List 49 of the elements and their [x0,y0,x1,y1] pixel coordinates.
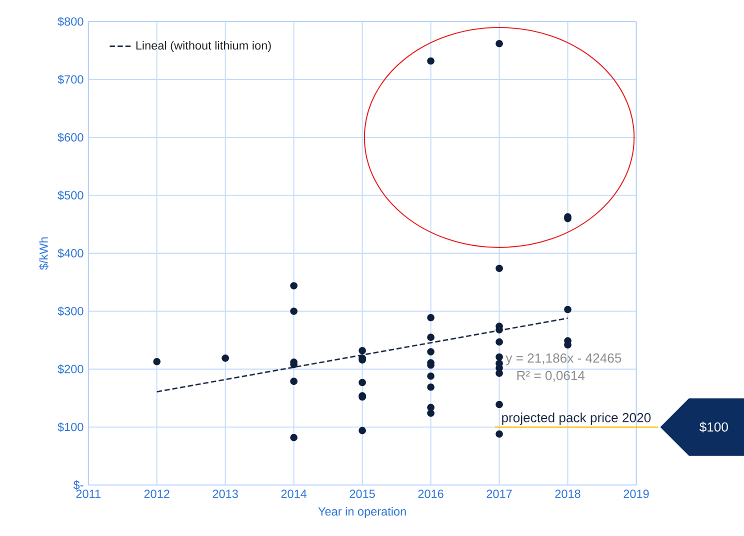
point [496,400,503,408]
x-tick-label: 2018 [555,490,580,498]
point [290,308,298,315]
point [496,40,503,48]
point [427,372,434,380]
x-tick-label: 2013 [212,490,238,498]
y-tick-label: $800 [58,16,84,26]
annotation: R² = 0,0614 [517,370,585,382]
y-tick-label: $500 [58,190,84,200]
point [427,409,434,417]
y-tick-label: $- [73,480,84,490]
y-tick-label: $700 [58,74,84,84]
point [290,282,298,290]
annotation: y = 21,186x - 42465 [506,353,622,366]
y-tick-label: $300 [58,306,84,316]
x-axis-title: Year in operation [318,506,406,518]
x-tick-label: 2019 [624,490,649,498]
text: $100 [699,422,728,432]
y-axis-title: $/kWh [39,237,49,270]
y-tick-label: $100 [58,422,84,432]
x-tick-label: 2012 [144,490,170,498]
point [358,426,366,434]
point [222,354,230,362]
point [358,378,366,386]
point [427,383,434,391]
point [153,358,161,366]
y-tick-label: $400 [58,248,84,258]
point [496,370,503,377]
point [290,434,298,442]
point [290,378,298,385]
x-tick-label: 2017 [486,490,512,498]
point [427,348,434,356]
point [427,334,434,341]
x-tick-label: 2015 [350,490,375,498]
point [496,353,503,361]
y-tick-label: $600 [58,132,84,142]
x-tick-label: 2016 [418,490,444,498]
y-tick-label: $200 [58,364,84,374]
point [427,57,434,65]
point [496,430,503,438]
point [427,314,434,322]
point [358,346,366,354]
point [564,306,572,314]
ref-line-label: projected pack price 2020 [502,412,651,425]
x-tick-label: 2014 [281,490,307,498]
point [496,338,503,346]
x-tick-label: 2011 [76,490,100,498]
legend-label: Lineal (without lithium ion) [136,40,271,52]
point [496,264,503,272]
